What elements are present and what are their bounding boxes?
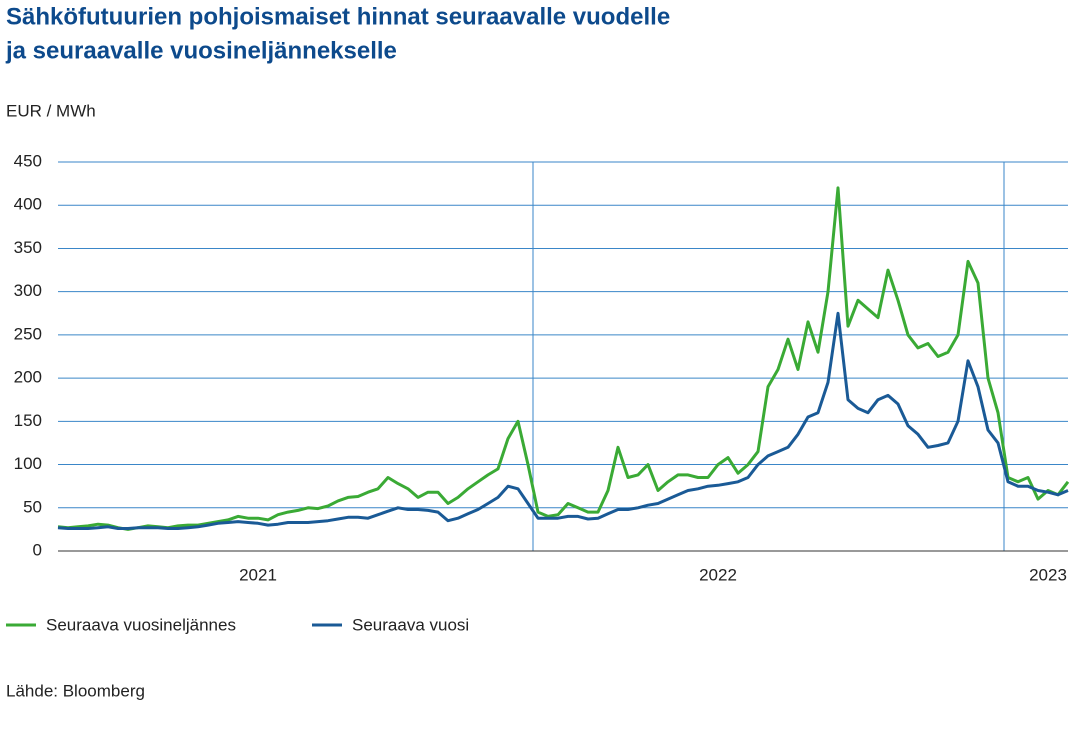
x-tick-label: 2021 — [239, 565, 277, 584]
y-tick-label: 450 — [14, 151, 42, 170]
y-tick-label: 250 — [14, 324, 42, 343]
x-tick-label: 2022 — [699, 565, 737, 584]
legend-label: Seuraava vuosineljännes — [46, 615, 236, 634]
y-tick-label: 50 — [23, 497, 42, 516]
y-tick-label: 350 — [14, 238, 42, 257]
y-tick-label: 400 — [14, 195, 42, 214]
y-tick-label: 150 — [14, 411, 42, 430]
y-tick-label: 200 — [14, 368, 42, 387]
y-tick-label: 300 — [14, 281, 42, 300]
series-line — [57, 311, 1069, 530]
legend-label: Seuraava vuosi — [352, 615, 469, 634]
y-axis-label: EUR / MWh — [6, 101, 96, 120]
y-tick-label: 0 — [33, 540, 42, 559]
source: Lähde: Bloomberg — [6, 681, 145, 700]
chart-title: Sähköfutuurien pohjoismaiset hinnat seur… — [6, 3, 670, 30]
x-tick-label: 2023 — [1029, 565, 1067, 584]
series-line — [57, 186, 1070, 531]
chart-subtitle: ja seuraavalle vuosineljännekselle — [5, 37, 397, 64]
y-tick-label: 100 — [14, 454, 42, 473]
